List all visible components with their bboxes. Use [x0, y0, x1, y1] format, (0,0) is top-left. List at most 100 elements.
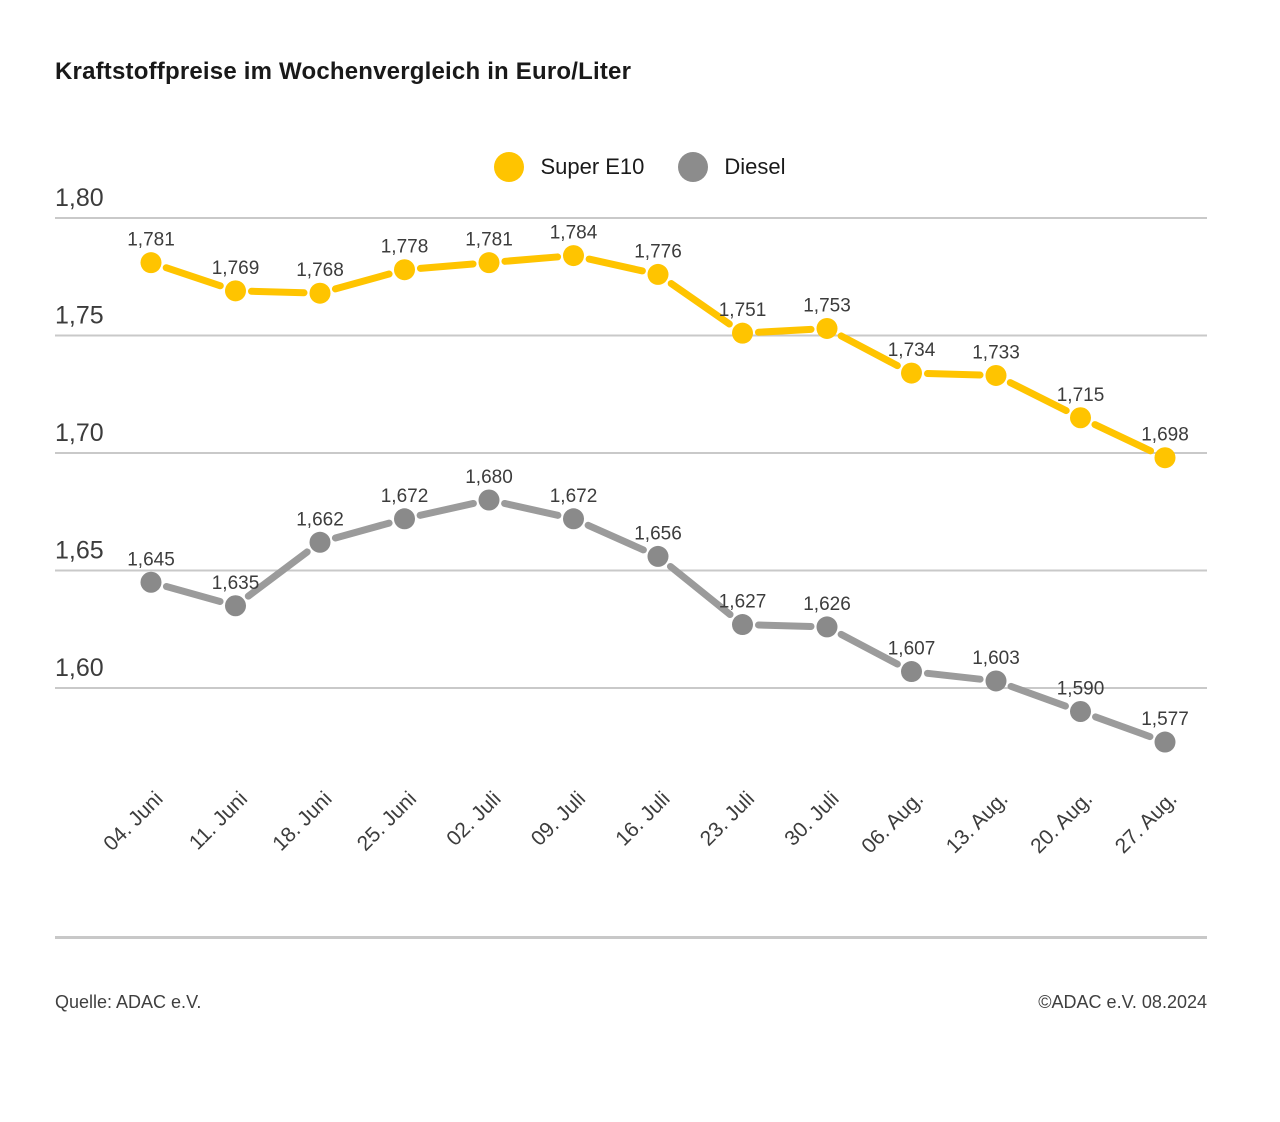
- diesel-line-segment: [1007, 682, 1069, 710]
- diesel-line-segment: [754, 621, 815, 630]
- legend-super-e10-dot-icon: [494, 152, 525, 182]
- super-e10-value-label: 1,751: [719, 300, 767, 321]
- x-tick-label: 11. Juni: [185, 787, 252, 854]
- page-title: Kraftstoffpreise im Wochenvergleich in E…: [55, 58, 632, 85]
- diesel-data-point: [563, 508, 584, 530]
- x-tick-label: 23. Juli: [696, 787, 759, 850]
- diesel-data-point: [985, 670, 1007, 692]
- super-e10-data-point: [985, 364, 1007, 386]
- diesel-value-label: 1,627: [719, 592, 767, 613]
- x-tick-label: 30. Juli: [780, 787, 843, 850]
- super-e10-data-point: [140, 252, 162, 274]
- super-e10-data-point: [1070, 407, 1091, 429]
- diesel-data-point: [647, 545, 669, 567]
- diesel-line-segment: [1092, 713, 1154, 741]
- super-e10-value-label: 1,715: [1057, 385, 1105, 406]
- super-e10-line-segment: [331, 270, 393, 293]
- y-tick-label: 1,70: [55, 419, 104, 447]
- super-e10-value-label: 1,778: [381, 237, 429, 258]
- super-e10-data-point: [1154, 447, 1176, 469]
- super-e10-line-segment: [162, 264, 224, 290]
- source-text: Quelle: ADAC e.V.: [55, 992, 202, 1012]
- super-e10-value-label: 1,768: [296, 260, 344, 281]
- diesel-value-label: 1,672: [381, 486, 429, 507]
- super-e10-data-point: [225, 280, 246, 302]
- super-e10-value-label: 1,784: [550, 223, 598, 244]
- super-e10-line-segment: [923, 370, 984, 379]
- diesel-line-segment: [501, 499, 562, 519]
- y-tick-label: 1,65: [55, 537, 104, 565]
- copyright-text: ©ADAC e.V. 08.2024: [1038, 992, 1207, 1012]
- series-super-e10: 1,781 1,769 1,768 1,778 1,781 1,784 1,776 1,751…: [127, 223, 1189, 469]
- footer-divider: [55, 936, 1207, 939]
- diesel-data-point: [732, 614, 753, 636]
- diesel-value-label: 1,577: [1141, 709, 1189, 730]
- x-tick-label: 20. Aug.: [1026, 787, 1097, 858]
- x-axis-labels: 04. Juni 11. Juni 18. Juni 25. Juni 02. Juli…: [99, 787, 1181, 858]
- diesel-line-segment: [837, 630, 901, 668]
- diesel-line-segment: [331, 519, 393, 542]
- super-e10-value-label: 1,753: [803, 295, 851, 316]
- diesel-line-segment: [666, 562, 734, 619]
- diesel-data-point: [394, 508, 415, 530]
- super-e10-line-segment: [754, 325, 815, 336]
- x-tick-label: 13. Aug.: [942, 787, 1013, 858]
- x-tick-label: 18. Juni: [268, 787, 336, 855]
- y-tick-label: 1,80: [55, 184, 104, 212]
- super-e10-value-label: 1,769: [212, 258, 260, 279]
- super-e10-line-segment: [416, 260, 477, 272]
- diesel-data-point: [901, 661, 922, 683]
- super-e10-line-segment: [1006, 379, 1070, 415]
- x-tick-label: 02. Juli: [442, 787, 505, 850]
- diesel-data-point: [1154, 731, 1176, 753]
- legend-item-super-e10: Super E10: [494, 152, 644, 182]
- super-e10-line-segment: [247, 287, 308, 297]
- diesel-data-point: [140, 571, 162, 593]
- super-e10-data-point: [816, 317, 838, 339]
- diesel-value-label: 1,645: [127, 549, 175, 570]
- series-diesel: 1,645 1,635 1,662 1,672 1,680 1,672 1,656 1,627…: [127, 467, 1189, 753]
- diesel-line-segment: [923, 669, 984, 683]
- super-e10-line-segment: [501, 253, 562, 265]
- y-grid: 1,80 1,75 1,70 1,65 1,60: [55, 184, 1207, 689]
- x-tick-label: 06. Aug.: [857, 787, 928, 858]
- diesel-value-label: 1,590: [1057, 679, 1105, 700]
- diesel-data-point: [1070, 701, 1091, 722]
- super-e10-value-label: 1,781: [127, 230, 175, 251]
- diesel-data-point: [816, 616, 838, 638]
- diesel-value-label: 1,635: [212, 573, 260, 594]
- super-e10-value-label: 1,781: [465, 230, 513, 251]
- x-tick-label: 04. Juni: [99, 787, 167, 855]
- diesel-value-label: 1,626: [803, 594, 851, 615]
- diesel-line-segment: [162, 583, 224, 605]
- y-tick-label: 1,60: [55, 654, 104, 682]
- super-e10-line-segment: [1091, 421, 1155, 455]
- diesel-value-label: 1,680: [465, 467, 513, 488]
- diesel-line-segment: [416, 499, 477, 519]
- x-tick-label: 09. Juli: [527, 787, 590, 850]
- super-e10-data-point: [732, 322, 753, 344]
- super-e10-data-point: [394, 259, 415, 281]
- super-e10-line-segment: [837, 332, 901, 370]
- diesel-value-label: 1,662: [296, 509, 344, 530]
- chart-legend: Super E10 Diesel: [0, 152, 1280, 182]
- diesel-line-segment: [584, 521, 647, 554]
- legend-diesel-dot-icon: [678, 152, 709, 182]
- super-e10-value-label: 1,698: [1141, 425, 1189, 446]
- diesel-line-segment: [244, 548, 311, 600]
- legend-super-e10-label: Super E10: [540, 154, 645, 179]
- x-tick-label: 16. Juli: [611, 787, 674, 850]
- super-e10-value-label: 1,733: [972, 342, 1020, 363]
- super-e10-data-point: [563, 245, 584, 267]
- diesel-value-label: 1,672: [550, 486, 598, 507]
- super-e10-data-point: [901, 362, 922, 384]
- legend-item-diesel: Diesel: [678, 152, 786, 182]
- super-e10-value-label: 1,734: [888, 340, 936, 361]
- super-e10-data-point: [647, 263, 669, 285]
- super-e10-line-segment: [667, 280, 733, 328]
- diesel-value-label: 1,603: [972, 648, 1020, 669]
- diesel-data-point: [225, 595, 246, 617]
- x-tick-label: 27. Aug.: [1111, 787, 1182, 858]
